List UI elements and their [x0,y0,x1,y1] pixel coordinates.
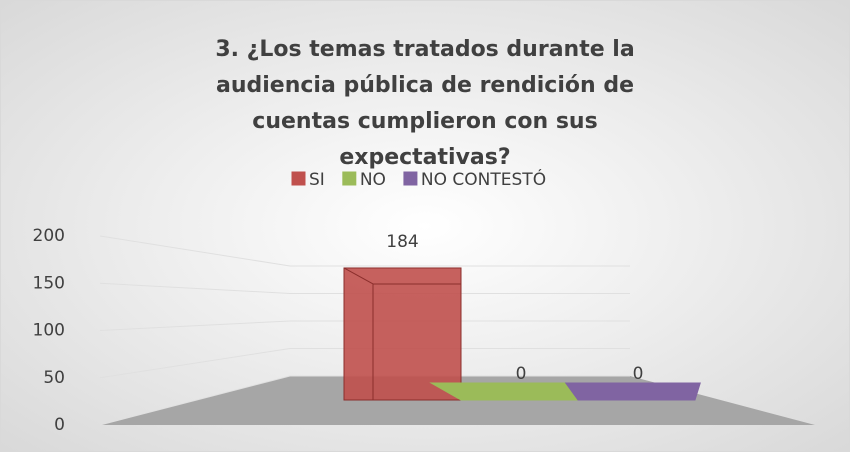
y-tick-label: 0 [54,415,65,435]
legend: SI NO NO CONTESTÓ [291,168,546,190]
legend-swatch [291,171,306,186]
grid-line [99,320,291,331]
legend-label: NO [360,170,386,190]
bar [343,267,462,401]
legend-swatch [403,171,418,186]
grid-line [99,282,291,294]
grid-line [99,348,291,379]
bar [564,382,701,401]
y-tick-label: 200 [33,226,65,246]
y-tick-label: 100 [33,321,65,341]
data-label: 0 [633,364,644,384]
legend-label: NO CONTESTÓ [421,168,546,190]
grid-line [99,235,291,267]
chart-title: 3. ¿Los temas tratados durante la audienc… [215,37,634,170]
data-label: 184 [386,232,418,252]
legend-label: SI [309,170,325,190]
data-label: 0 [516,364,527,384]
grid-line [99,375,291,426]
legend-swatch [342,171,357,186]
y-tick-label: 150 [33,273,65,293]
y-tick-label: 50 [43,368,65,388]
